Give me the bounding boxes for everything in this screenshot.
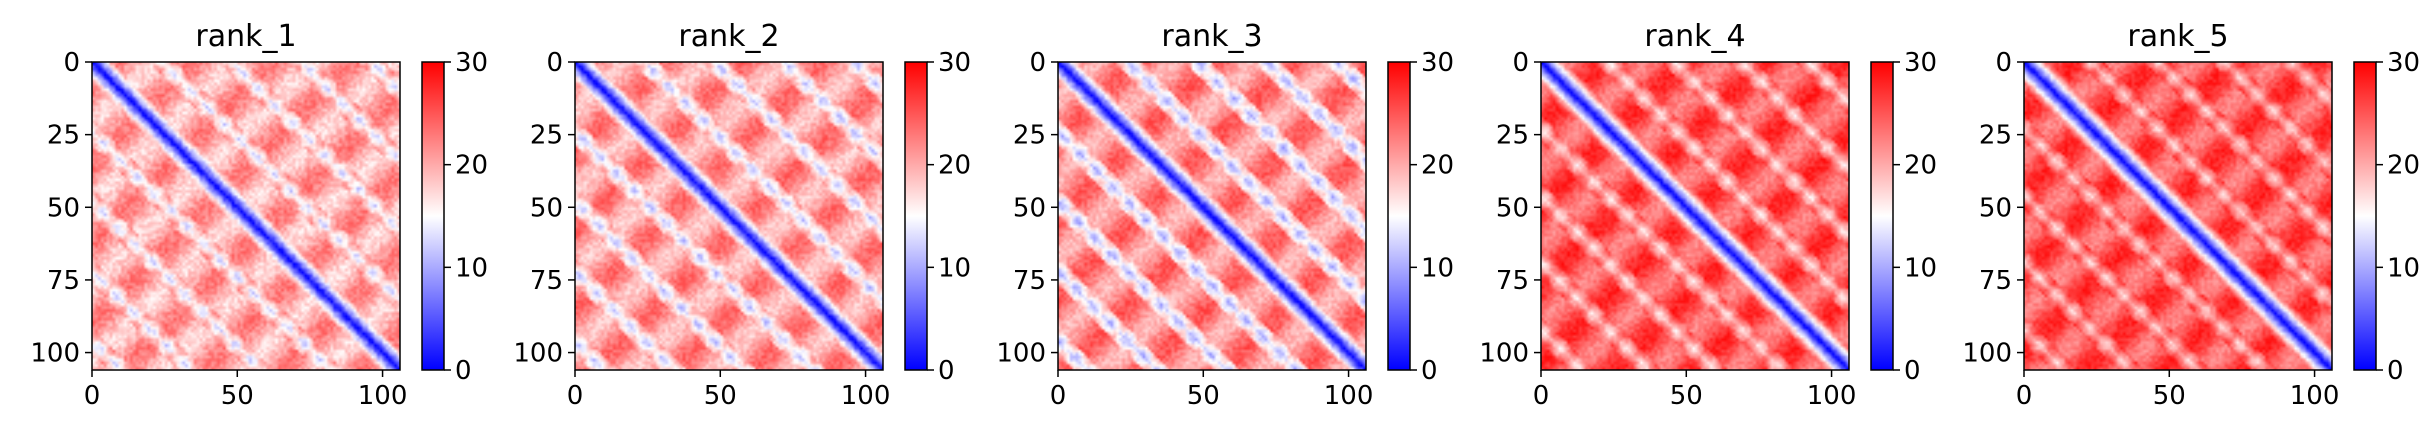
colorbar-tick-label: 10 [1421, 253, 1454, 283]
y-tick-label: 25 [1496, 121, 1529, 151]
y-tick-label: 0 [1029, 48, 1046, 78]
colorbar-tick-label: 0 [2387, 356, 2404, 386]
heatmap-image [1541, 62, 1849, 370]
heatmap-image [2024, 62, 2332, 370]
y-tick-label: 100 [996, 339, 1046, 369]
colorbar-tick-label: 30 [455, 48, 488, 78]
colorbar-frame [421, 61, 445, 371]
x-tick-label: 100 [1807, 381, 1857, 411]
x-tick-label: 50 [1670, 381, 1703, 411]
y-tick-label: 100 [513, 339, 563, 369]
plot-frame [574, 61, 884, 371]
x-tick-label: 0 [2016, 381, 2033, 411]
x-tick-label: 0 [1050, 381, 1067, 411]
colorbar-tick-label: 10 [455, 253, 488, 283]
x-tick-label: 100 [2290, 381, 2340, 411]
colorbar-tick-label: 20 [455, 151, 488, 181]
chart-title: rank_2 [678, 19, 779, 54]
x-tick-label: 0 [84, 381, 101, 411]
x-tick-label: 50 [704, 381, 737, 411]
y-tick-label: 25 [47, 121, 80, 151]
plot-frame [91, 61, 401, 371]
colorbar-tick-label: 20 [938, 151, 971, 181]
colorbar-frame [2353, 61, 2377, 371]
y-tick-label: 25 [1013, 121, 1046, 151]
y-tick-label: 50 [1979, 193, 2012, 223]
colorbar [1388, 62, 1410, 370]
x-tick-label: 50 [221, 381, 254, 411]
colorbar-tick-label: 10 [938, 253, 971, 283]
colorbar [422, 62, 444, 370]
y-tick-label: 75 [1979, 266, 2012, 296]
y-tick-label: 0 [546, 48, 563, 78]
y-tick-label: 0 [1995, 48, 2012, 78]
colorbar-tick-label: 0 [1421, 356, 1438, 386]
chart-title: rank_5 [2127, 19, 2228, 54]
colorbar-frame [1870, 61, 1894, 371]
chart-title: rank_4 [1644, 19, 1745, 54]
chart-title: rank_3 [1161, 19, 1262, 54]
y-tick-label: 0 [1512, 48, 1529, 78]
y-tick-label: 75 [1496, 266, 1529, 296]
x-tick-label: 100 [1324, 381, 1374, 411]
colorbar-frame [1387, 61, 1411, 371]
y-tick-label: 100 [30, 339, 80, 369]
colorbar-tick-label: 0 [938, 356, 955, 386]
x-tick-label: 50 [1187, 381, 1220, 411]
colorbar-tick-label: 10 [1904, 253, 1937, 283]
colorbar-tick-label: 30 [1904, 48, 1937, 78]
colorbar [2354, 62, 2376, 370]
y-tick-label: 25 [530, 121, 563, 151]
y-tick-label: 75 [530, 266, 563, 296]
heatmap-image [92, 62, 400, 370]
plot-frame [1057, 61, 1367, 371]
y-tick-label: 50 [1496, 193, 1529, 223]
colorbar [905, 62, 927, 370]
y-tick-label: 100 [1962, 339, 2012, 369]
x-tick-label: 100 [841, 381, 891, 411]
plot-frame [2023, 61, 2333, 371]
colorbar-tick-label: 30 [938, 48, 971, 78]
colorbar-tick-label: 10 [2387, 253, 2420, 283]
x-tick-label: 50 [2153, 381, 2186, 411]
heatmap-image [575, 62, 883, 370]
colorbar-tick-label: 0 [1904, 356, 1921, 386]
y-tick-label: 75 [47, 266, 80, 296]
colorbar [1871, 62, 1893, 370]
colorbar-frame [904, 61, 928, 371]
chart-title: rank_1 [195, 19, 296, 54]
y-tick-label: 25 [1979, 121, 2012, 151]
colorbar-tick-label: 30 [2387, 48, 2420, 78]
x-tick-label: 0 [567, 381, 584, 411]
x-tick-label: 100 [358, 381, 408, 411]
y-tick-label: 50 [1013, 193, 1046, 223]
heatmap-image [1058, 62, 1366, 370]
y-tick-label: 50 [530, 193, 563, 223]
y-tick-label: 50 [47, 193, 80, 223]
colorbar-tick-label: 0 [455, 356, 472, 386]
colorbar-tick-label: 20 [2387, 151, 2420, 181]
y-tick-label: 75 [1013, 266, 1046, 296]
x-tick-label: 0 [1533, 381, 1550, 411]
colorbar-tick-label: 30 [1421, 48, 1454, 78]
plot-frame [1540, 61, 1850, 371]
y-tick-label: 100 [1479, 339, 1529, 369]
colorbar-tick-label: 20 [1421, 151, 1454, 181]
colorbar-tick-label: 20 [1904, 151, 1937, 181]
y-tick-label: 0 [63, 48, 80, 78]
